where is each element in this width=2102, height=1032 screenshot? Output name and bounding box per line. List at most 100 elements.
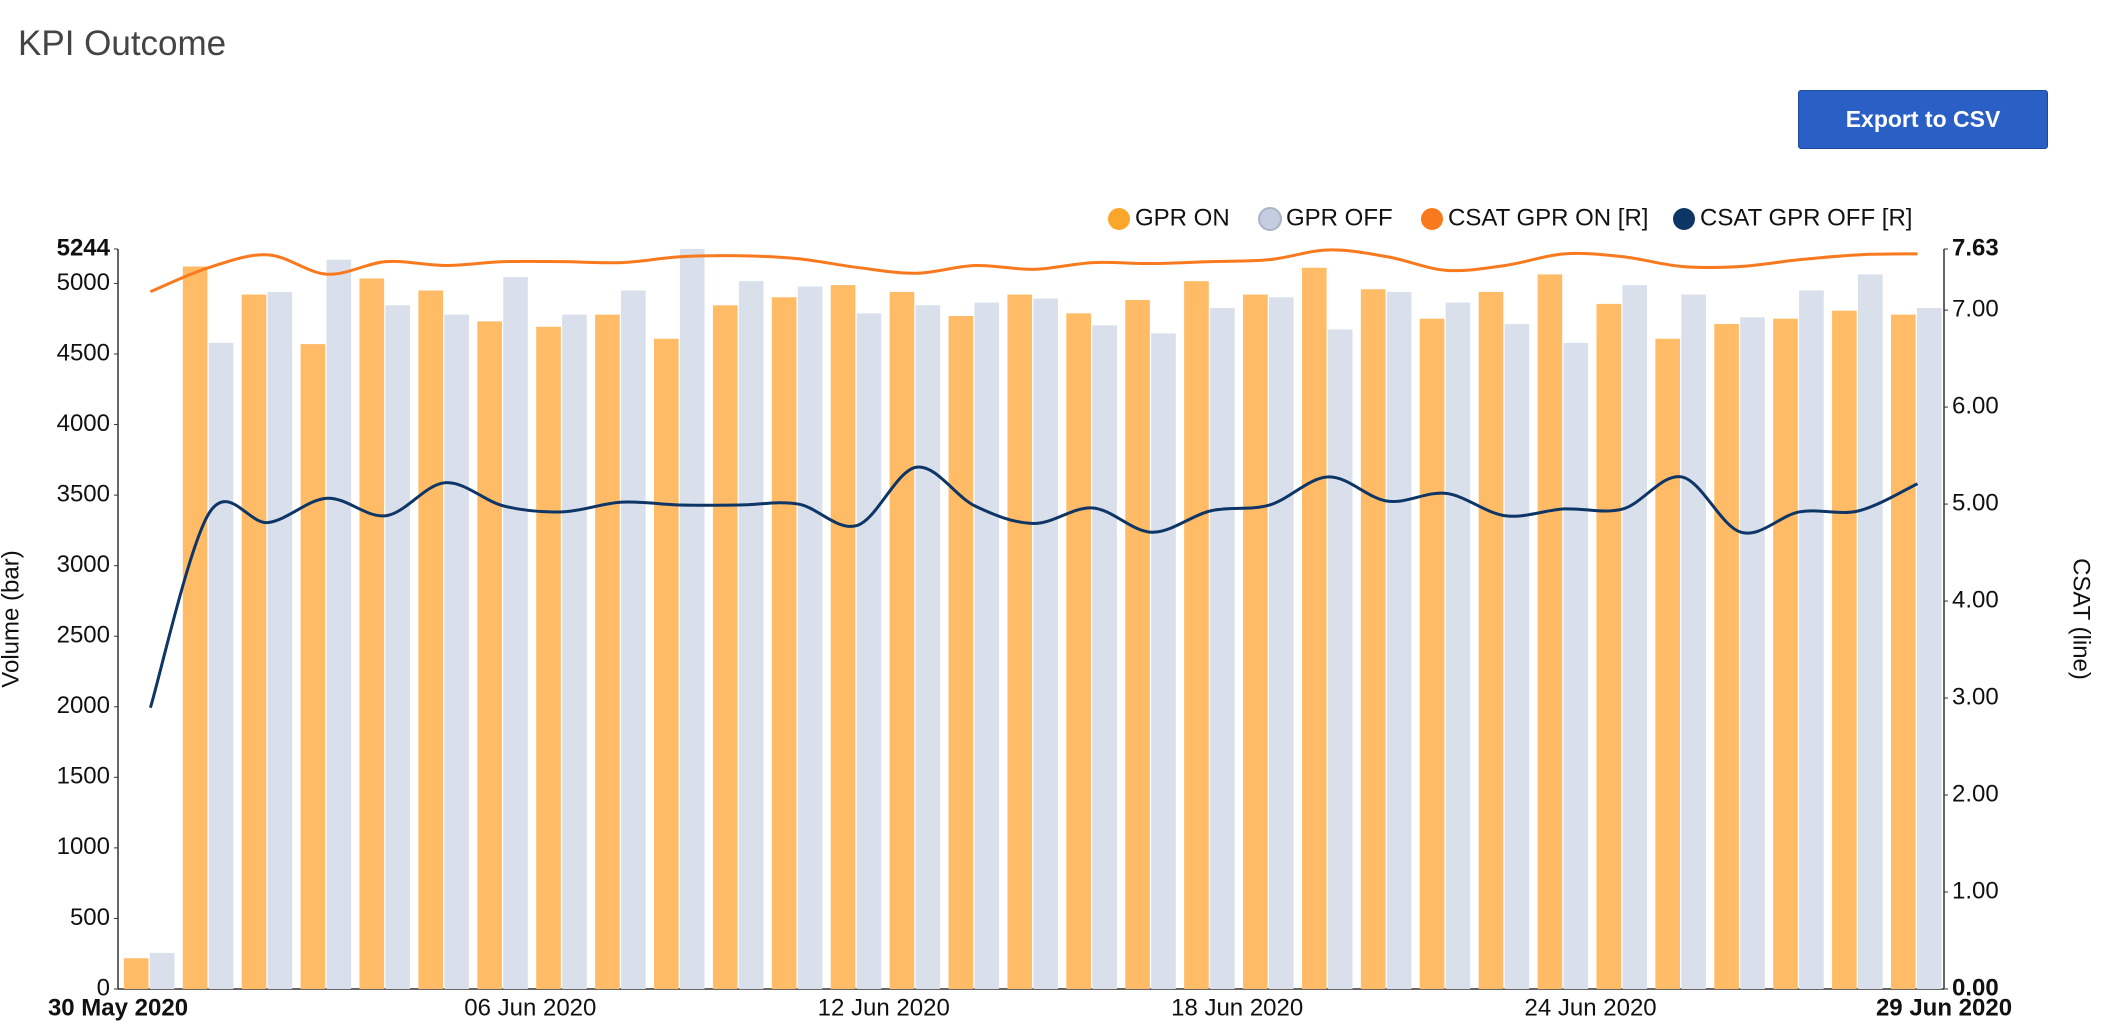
- x-tick-label: 06 Jun 2020: [464, 994, 596, 1021]
- bar: [503, 277, 528, 989]
- bar: [595, 314, 620, 989]
- bar: [1596, 303, 1622, 990]
- bar: [1125, 299, 1150, 989]
- bar: [1890, 314, 1916, 989]
- bar: [418, 290, 444, 989]
- bar: [123, 958, 149, 989]
- legend-label: CSAT GPR OFF [R]: [1700, 204, 1912, 231]
- bar: [654, 338, 679, 989]
- bar: [1445, 302, 1471, 990]
- bar: [1563, 342, 1589, 989]
- bar: [1832, 310, 1857, 990]
- bar: [1268, 297, 1294, 989]
- bar: [1301, 267, 1327, 989]
- bar: [1243, 294, 1268, 989]
- legend-marker: [1108, 208, 1130, 230]
- line-series: [148, 465, 1919, 709]
- y-tick-label: 5244: [57, 234, 111, 261]
- bar: [948, 316, 974, 989]
- bar: [1151, 333, 1176, 989]
- y-tick-label: 5000: [57, 269, 110, 296]
- bar: [1681, 294, 1706, 989]
- bar: [771, 297, 797, 989]
- legend-marker: [1258, 207, 1282, 231]
- bar: [797, 286, 823, 989]
- bar: [182, 266, 208, 989]
- bar: [385, 305, 411, 990]
- bar: [1066, 313, 1091, 989]
- bar: [856, 313, 882, 989]
- y-tick-label: 4500: [57, 339, 110, 366]
- bar: [1210, 307, 1235, 990]
- y2-axis-label: CSAT (line): [2068, 558, 2095, 680]
- bar: [1478, 291, 1504, 989]
- bar: [149, 952, 175, 989]
- bar: [1799, 290, 1824, 989]
- bar: [1419, 318, 1445, 989]
- bar: [1033, 298, 1058, 989]
- legend-marker: [1421, 208, 1443, 230]
- bar: [1007, 294, 1033, 989]
- y2-tick-label: 7.63: [1952, 234, 1999, 261]
- bar: [536, 326, 561, 989]
- bar: [738, 281, 764, 989]
- bar: [267, 291, 293, 989]
- y-tick-label: 0: [97, 974, 110, 1001]
- x-tick-label: 30 May 2020: [48, 994, 188, 1021]
- bar: [1184, 281, 1209, 989]
- x-tick-label: 29 Jun 2020: [1876, 994, 2012, 1021]
- line-series: [149, 248, 1918, 294]
- bar: [326, 259, 352, 990]
- bar: [1622, 285, 1648, 989]
- y2-tick-label: 1.00: [1952, 877, 1999, 904]
- bar: [1360, 289, 1386, 989]
- bar: [1537, 274, 1563, 989]
- legend-label: GPR OFF: [1286, 204, 1393, 231]
- y-tick-label: 3000: [57, 551, 110, 578]
- export-button[interactable]: Export to CSV: [1798, 90, 2048, 149]
- bar: [679, 249, 705, 989]
- bar: [1916, 307, 1942, 990]
- y2-tick-label: 7.00: [1952, 295, 1999, 322]
- y-tick-label: 1000: [57, 833, 110, 860]
- bar: [1504, 324, 1530, 989]
- legend-marker: [1673, 208, 1695, 230]
- bar: [1092, 325, 1117, 989]
- legend-label: GPR ON: [1135, 204, 1230, 231]
- bar: [359, 278, 385, 989]
- bar: [1773, 318, 1798, 989]
- bar: [477, 321, 502, 989]
- bar: [1740, 317, 1765, 989]
- y-tick-label: 3500: [57, 480, 110, 507]
- bar: [915, 305, 941, 990]
- x-tick-label: 18 Jun 2020: [1171, 994, 1303, 1021]
- x-tick-label: 12 Jun 2020: [818, 994, 950, 1021]
- bar: [562, 314, 587, 989]
- bar: [974, 302, 1000, 990]
- chart-title: KPI Outcome: [18, 24, 227, 63]
- x-tick-label: 24 Jun 2020: [1525, 994, 1657, 1021]
- bar: [1386, 291, 1412, 989]
- y2-tick-label: 4.00: [1952, 586, 1999, 613]
- bar: [1327, 329, 1353, 989]
- y2-tick-label: 5.00: [1952, 489, 1999, 516]
- bar: [830, 285, 856, 989]
- bar: [712, 305, 738, 990]
- bar: [889, 291, 915, 989]
- bar: [300, 344, 326, 989]
- legend-label: CSAT GPR ON [R]: [1448, 204, 1648, 231]
- bar: [241, 294, 267, 989]
- y-tick-label: 4000: [57, 410, 110, 437]
- y-axis-label: Volume (bar): [0, 550, 24, 687]
- bar: [1655, 338, 1680, 989]
- y2-tick-label: 0.00: [1952, 974, 1999, 1001]
- y-tick-label: 2500: [57, 622, 110, 649]
- bar: [444, 314, 469, 989]
- bar: [1858, 274, 1883, 989]
- y2-tick-label: 6.00: [1952, 392, 1999, 419]
- y2-tick-label: 2.00: [1952, 780, 1999, 807]
- y-tick-label: 1500: [57, 763, 110, 790]
- y-tick-label: 500: [70, 904, 110, 931]
